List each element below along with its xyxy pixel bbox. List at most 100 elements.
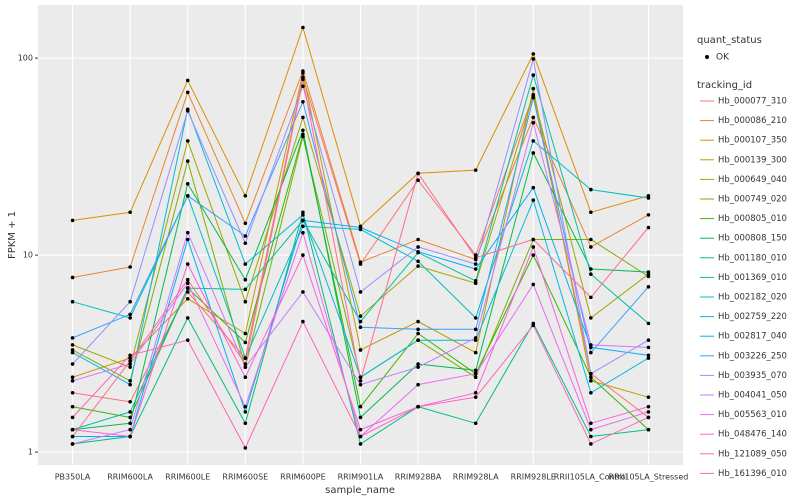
point (128, 410, 132, 414)
point (531, 95, 536, 100)
point (646, 270, 651, 274)
point (70, 362, 75, 366)
point (301, 132, 305, 137)
point (589, 421, 593, 426)
legend-label: Hb_161396_010 (718, 469, 787, 479)
point (185, 338, 190, 342)
point (185, 230, 190, 235)
point (646, 321, 651, 326)
point (473, 262, 478, 266)
point (473, 371, 478, 376)
legend-label: Hb_121089_050 (718, 449, 787, 459)
legend-label: Hb_001369_010 (718, 273, 787, 283)
legend-label: Hb_000808_150 (718, 234, 787, 244)
point (301, 210, 305, 215)
point (473, 168, 478, 172)
point (301, 115, 305, 120)
point (128, 379, 132, 383)
point (589, 375, 593, 379)
point (128, 427, 132, 432)
legend-label: Hb_000139_300 (718, 155, 787, 165)
point (531, 115, 536, 120)
point (185, 193, 190, 198)
point (531, 198, 536, 202)
point (243, 299, 248, 304)
point (243, 446, 248, 450)
point (416, 331, 420, 336)
point (185, 159, 190, 163)
point (243, 410, 248, 414)
point (301, 253, 305, 257)
point (473, 368, 478, 373)
point (589, 187, 593, 192)
x-tick-label: RRIM928BA (395, 473, 442, 482)
point (185, 286, 190, 290)
point (301, 77, 305, 82)
point (358, 375, 363, 379)
point (128, 312, 132, 317)
point (128, 316, 132, 320)
point (301, 25, 305, 30)
point (473, 279, 478, 283)
legend-label: OK (716, 53, 730, 63)
point (185, 182, 190, 186)
point (243, 365, 248, 369)
point (646, 410, 651, 414)
point (185, 139, 190, 143)
point (70, 336, 75, 340)
point (646, 274, 651, 279)
point (70, 434, 75, 439)
point (243, 340, 248, 345)
point (531, 73, 536, 77)
point (70, 350, 75, 355)
point (646, 395, 651, 399)
legend-label: Hb_000649_040 (718, 175, 787, 185)
point (185, 78, 190, 83)
point (646, 225, 651, 230)
point (301, 213, 305, 217)
point (589, 434, 593, 439)
point (128, 362, 132, 366)
point (358, 325, 363, 330)
point (416, 249, 420, 254)
point (70, 348, 75, 352)
point (473, 316, 478, 320)
point (473, 327, 478, 332)
point (128, 382, 132, 387)
point (416, 319, 420, 324)
point (531, 282, 536, 287)
point (531, 93, 536, 97)
point (589, 371, 593, 376)
legend-label: Hb_048476_140 (718, 430, 787, 440)
point (473, 421, 478, 426)
point (70, 299, 75, 304)
point (473, 336, 478, 340)
point (70, 390, 75, 395)
point (416, 404, 420, 409)
point (416, 327, 420, 332)
point (416, 382, 420, 387)
point (416, 264, 420, 268)
point (589, 245, 593, 249)
point (589, 343, 593, 347)
legend-label: Hb_002817_040 (718, 332, 787, 342)
point (243, 375, 248, 379)
x-tick-label: RRIM600SE (222, 473, 268, 482)
point (301, 71, 305, 75)
point (243, 234, 248, 238)
point (589, 427, 593, 432)
x-tick-label: PB350LA (55, 473, 91, 482)
point (301, 99, 305, 104)
point (358, 415, 363, 420)
legend-label: Hb_005563_010 (718, 410, 787, 420)
x-tick-label: RRII105LA_Stressed (609, 473, 689, 482)
point (70, 415, 75, 420)
point (589, 237, 593, 242)
point (646, 345, 651, 350)
point (301, 128, 305, 133)
point (531, 139, 536, 143)
point (243, 421, 248, 426)
point (416, 237, 420, 242)
point (243, 262, 248, 266)
point (589, 345, 593, 350)
